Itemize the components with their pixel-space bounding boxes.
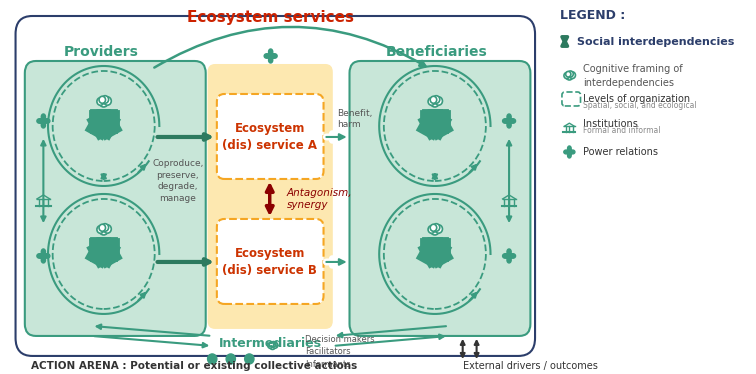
Circle shape (430, 97, 439, 107)
Text: Ecosystem
(dis) service A: Ecosystem (dis) service A (222, 122, 318, 152)
Circle shape (208, 354, 217, 364)
Circle shape (432, 224, 440, 231)
Text: LEGEND :: LEGEND : (560, 9, 625, 22)
Circle shape (269, 342, 274, 347)
Circle shape (569, 72, 575, 79)
Circle shape (430, 115, 433, 119)
Circle shape (226, 354, 235, 364)
Circle shape (99, 115, 102, 119)
Circle shape (104, 225, 111, 233)
Text: Formal and informal: Formal and informal (584, 126, 661, 135)
Circle shape (436, 243, 440, 247)
FancyBboxPatch shape (349, 61, 531, 336)
Circle shape (430, 225, 439, 235)
Circle shape (105, 115, 109, 119)
Circle shape (97, 98, 104, 105)
FancyBboxPatch shape (217, 219, 324, 304)
Circle shape (245, 354, 254, 364)
Circle shape (99, 96, 106, 103)
Text: Benefit,
harm: Benefit, harm (337, 108, 373, 129)
Circle shape (435, 225, 442, 233)
Text: ACTION ARENA : Potential or existing collective actions: ACTION ARENA : Potential or existing col… (30, 361, 357, 371)
FancyBboxPatch shape (25, 61, 206, 336)
Circle shape (268, 343, 273, 348)
Text: Levels of organization: Levels of organization (584, 94, 690, 104)
Circle shape (105, 243, 109, 247)
Circle shape (430, 224, 437, 231)
Circle shape (565, 72, 573, 80)
FancyBboxPatch shape (208, 64, 333, 329)
FancyBboxPatch shape (16, 16, 535, 356)
Circle shape (101, 224, 109, 231)
Text: Antagonism,
synergy: Antagonism, synergy (287, 188, 352, 210)
Circle shape (436, 115, 440, 119)
Circle shape (101, 96, 109, 103)
Text: Spatial, social, and ecological: Spatial, social, and ecological (584, 101, 697, 110)
Text: Social interdependencies: Social interdependencies (577, 37, 734, 47)
Circle shape (430, 243, 433, 247)
Text: Providers: Providers (64, 45, 138, 59)
Text: Intermediaries: Intermediaries (219, 337, 322, 350)
Circle shape (565, 71, 571, 77)
Circle shape (428, 226, 435, 233)
Circle shape (97, 226, 104, 233)
Polygon shape (264, 49, 277, 63)
Polygon shape (503, 249, 516, 263)
Circle shape (269, 343, 276, 349)
Circle shape (99, 224, 106, 231)
Text: Beneficiaries: Beneficiaries (386, 45, 488, 59)
Circle shape (99, 225, 108, 235)
Circle shape (272, 342, 278, 348)
Text: Coproduce,
preserve,
degrade,
manage: Coproduce, preserve, degrade, manage (152, 159, 203, 203)
FancyBboxPatch shape (562, 92, 581, 106)
Polygon shape (564, 146, 575, 158)
Polygon shape (37, 114, 50, 128)
Text: Power relations: Power relations (584, 147, 658, 157)
Circle shape (430, 96, 437, 103)
Text: Ecosystem services: Ecosystem services (187, 10, 354, 25)
FancyBboxPatch shape (217, 94, 324, 179)
Text: Cognitive framing of
interdependencies: Cognitive framing of interdependencies (584, 64, 683, 88)
Circle shape (99, 243, 102, 247)
Text: Institutions: Institutions (584, 119, 638, 129)
Text: Decision makers
Facilitators
Informants: Decision makers Facilitators Informants (305, 335, 375, 369)
Polygon shape (37, 249, 50, 263)
Circle shape (99, 97, 108, 107)
Text: External drivers / outcomes: External drivers / outcomes (463, 361, 597, 371)
Circle shape (271, 341, 276, 347)
Circle shape (568, 71, 573, 77)
Circle shape (435, 97, 442, 105)
Text: Ecosystem
(dis) service B: Ecosystem (dis) service B (222, 247, 318, 277)
Circle shape (428, 98, 435, 105)
Circle shape (432, 96, 440, 103)
Polygon shape (503, 114, 516, 128)
Circle shape (104, 97, 111, 105)
Circle shape (564, 73, 569, 79)
